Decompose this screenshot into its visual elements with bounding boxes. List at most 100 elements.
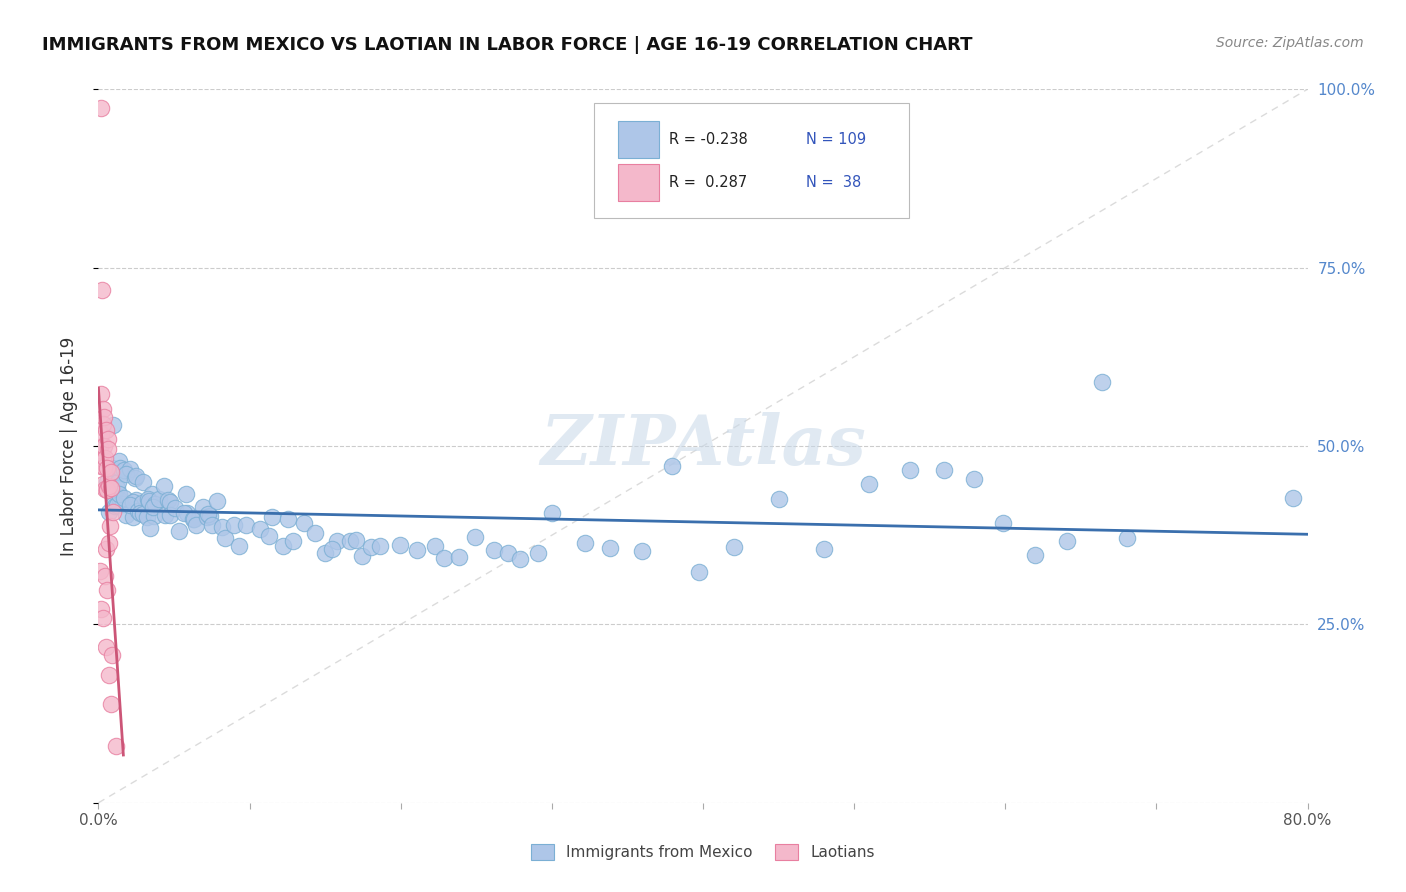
Point [101,505,124,519]
Point [96,460,118,475]
Point [228,539,250,553]
Point [292,516,315,530]
Point [94,423,117,437]
Point [447,549,470,564]
Point [104,739,127,754]
Point [148,491,170,506]
Point [277,512,299,526]
Point [120,498,142,512]
Point [122,509,145,524]
Point [197,507,219,521]
Text: N = 109: N = 109 [806,132,866,147]
Point [599,541,621,556]
Point [127,504,149,518]
Point [91,610,114,624]
Point [89,440,111,454]
Point [97,432,120,446]
Point [112,491,135,505]
Point [464,530,486,544]
Point [183,511,205,525]
Point [108,460,131,475]
Point [159,495,181,509]
Point [326,533,349,548]
Point [108,465,131,479]
Point [98,519,121,533]
Point [195,510,218,524]
Point [90,101,112,115]
Point [574,536,596,550]
Point [1056,534,1078,549]
Point [433,551,456,566]
Point [100,482,122,496]
Point [135,509,157,524]
Point [1024,548,1046,562]
Point [339,533,361,548]
Point [112,463,135,477]
Point [112,497,135,511]
Point [94,451,117,466]
Point [496,546,519,560]
Point [858,477,880,491]
Point [138,494,160,508]
Point [898,463,921,477]
Point [368,539,391,553]
Point [630,544,652,558]
Point [1115,531,1137,545]
Point [222,518,245,533]
Point [389,538,412,552]
Point [207,494,229,508]
Text: Source: ZipAtlas.com: Source: ZipAtlas.com [1216,36,1364,50]
Point [131,496,153,510]
Point [344,533,367,547]
FancyBboxPatch shape [619,121,659,159]
Point [406,542,429,557]
Point [93,439,115,453]
Point [115,508,138,522]
Point [768,491,790,506]
Point [96,483,118,497]
Point [96,482,118,496]
Point [93,483,115,497]
Text: IMMIGRANTS FROM MEXICO VS LAOTIAN IN LABOR FORCE | AGE 16-19 CORRELATION CHART: IMMIGRANTS FROM MEXICO VS LAOTIAN IN LAB… [42,36,973,54]
Point [235,518,257,533]
Point [281,534,304,549]
Point [90,283,112,297]
Point [100,648,122,662]
Text: R = -0.238: R = -0.238 [669,132,748,147]
Point [91,452,114,467]
Point [304,526,326,541]
Point [100,697,122,711]
Point [98,479,121,493]
Point [932,463,955,477]
Point [108,493,131,508]
Point [509,552,531,566]
Point [105,499,128,513]
Point [191,500,214,515]
Point [181,512,204,526]
Point [184,517,207,532]
Point [527,545,550,559]
Point [271,539,294,553]
Point [257,529,280,543]
Point [153,479,176,493]
Point [132,475,155,489]
FancyBboxPatch shape [595,103,908,218]
Point [94,640,117,654]
Point [1091,376,1114,390]
Point [96,583,118,598]
Point [108,453,131,467]
Point [174,487,197,501]
Point [108,486,131,500]
Point [94,541,117,556]
Point [97,535,120,549]
Point [176,506,198,520]
Point [91,476,114,491]
Point [155,508,177,523]
Point [541,506,564,520]
Point [125,493,148,508]
Point [96,475,118,490]
Point [90,387,112,401]
Point [214,531,236,545]
Point [101,498,124,512]
Text: N =  38: N = 38 [806,175,860,190]
